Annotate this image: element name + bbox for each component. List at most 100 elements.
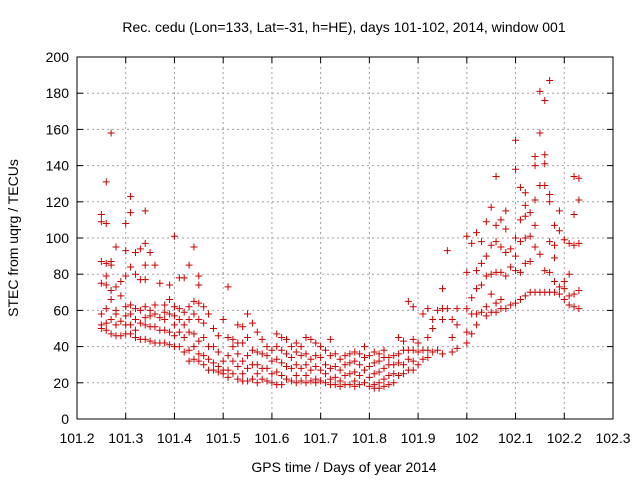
data-point: [560, 285, 568, 293]
data-point: [507, 301, 515, 309]
data-point: [102, 178, 110, 186]
data-point: [438, 285, 446, 293]
data-point: [239, 370, 247, 378]
data-point: [287, 353, 295, 361]
data-point: [97, 258, 105, 266]
data-point: [166, 296, 174, 304]
y-tick-label: 120: [46, 194, 70, 210]
data-point: [492, 172, 500, 180]
data-point: [234, 375, 242, 383]
data-point: [521, 189, 529, 197]
data-point: [399, 370, 407, 378]
data-point: [146, 337, 154, 345]
data-point: [429, 348, 437, 356]
data-point: [122, 220, 130, 228]
data-point: [161, 326, 169, 334]
data-point: [161, 315, 169, 323]
data-point: [365, 382, 373, 390]
data-point: [565, 239, 573, 247]
data-point: [512, 299, 520, 307]
data-point: [102, 305, 110, 313]
data-point: [209, 343, 217, 351]
data-point: [195, 357, 203, 365]
data-point: [322, 370, 330, 378]
data-point: [127, 209, 135, 217]
data-point: [473, 267, 481, 275]
data-point: [536, 87, 544, 95]
data-point: [219, 315, 227, 323]
data-point: [263, 377, 271, 385]
x-tick-label: 101.8: [352, 430, 387, 446]
data-point: [317, 377, 325, 385]
data-point: [512, 252, 520, 260]
data-point: [117, 292, 125, 300]
data-point: [526, 232, 534, 240]
data-point: [141, 335, 149, 343]
data-point: [156, 279, 164, 287]
data-point: [551, 288, 559, 296]
data-point: [360, 366, 368, 374]
data-point: [385, 381, 393, 389]
data-point: [185, 346, 193, 354]
data-point: [102, 326, 110, 334]
data-point: [292, 372, 300, 380]
data-point: [122, 303, 130, 311]
data-point: [195, 350, 203, 358]
data-point: [239, 323, 247, 331]
data-point: [409, 357, 417, 365]
y-tick-label: 180: [46, 85, 70, 101]
data-point: [112, 283, 120, 291]
data-point: [229, 343, 237, 351]
data-point: [127, 263, 135, 271]
data-point: [263, 343, 271, 351]
data-point: [253, 370, 261, 378]
data-points: [97, 77, 583, 392]
data-point: [395, 350, 403, 358]
data-point: [497, 268, 505, 276]
data-point: [307, 366, 315, 374]
data-point: [429, 325, 437, 332]
x-tick-label: 101.4: [157, 430, 192, 446]
data-point: [297, 352, 305, 360]
data-point: [482, 303, 490, 311]
data-point: [185, 357, 193, 365]
data-point: [312, 363, 320, 371]
data-point: [185, 303, 193, 311]
data-point: [463, 232, 471, 240]
data-point: [575, 174, 583, 182]
data-point: [175, 343, 183, 351]
data-point: [146, 248, 154, 256]
data-point: [516, 296, 524, 304]
data-point: [512, 234, 520, 242]
data-point: [141, 207, 149, 215]
data-point: [336, 366, 344, 374]
data-point: [205, 310, 213, 318]
data-point: [521, 234, 529, 242]
data-point: [551, 277, 559, 285]
data-point: [409, 346, 417, 354]
data-point: [214, 368, 222, 376]
y-tick-label: 60: [53, 302, 69, 318]
data-point: [463, 268, 471, 276]
data-point: [97, 310, 105, 318]
data-point: [356, 372, 364, 380]
data-point: [546, 268, 554, 276]
data-point: [541, 267, 549, 275]
data-point: [283, 375, 291, 383]
data-point: [170, 332, 178, 340]
data-point: [107, 286, 115, 294]
data-point: [473, 285, 481, 293]
data-point: [122, 272, 130, 280]
data-point: [365, 363, 373, 371]
data-point: [512, 136, 520, 144]
data-point: [502, 272, 510, 280]
data-point: [541, 96, 549, 104]
data-point: [287, 364, 295, 372]
data-point: [161, 308, 169, 316]
data-point: [190, 330, 198, 338]
data-point: [551, 241, 559, 249]
data-point: [302, 334, 310, 342]
data-point: [575, 305, 583, 313]
data-point: [380, 382, 388, 390]
